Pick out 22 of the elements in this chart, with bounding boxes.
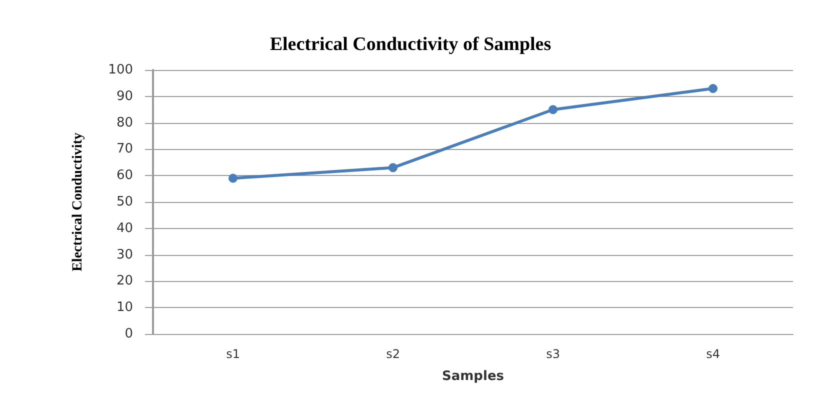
y-axis-title: Electrical Conductivity [70,132,86,272]
y-tick-label: 30 [116,247,133,262]
point [548,105,558,114]
y-tick-label: 80 [116,115,133,130]
x-tick-label: s3 [546,347,560,361]
y-tick-label: 0 [124,326,133,342]
x-tick-label: s1 [226,347,240,361]
point [708,84,718,93]
y-tick-label: 70 [116,142,133,157]
x-tick-label: s2 [386,347,400,361]
y-tick-label: 90 [116,88,133,104]
y-tick-label: 60 [116,168,133,184]
y-tick-label: 20 [116,274,133,289]
chart-title: Electrical Conductivity of Samples [270,34,552,55]
x-axis-title: Samples [442,369,504,384]
point [388,163,398,172]
x-tick-label: s4 [706,347,720,361]
y-tick-label: 40 [116,220,133,236]
point [228,174,238,183]
y-tick-label: 50 [116,194,133,210]
y-tick-label: 10 [116,300,133,316]
y-tick-label: 100 [108,62,133,78]
